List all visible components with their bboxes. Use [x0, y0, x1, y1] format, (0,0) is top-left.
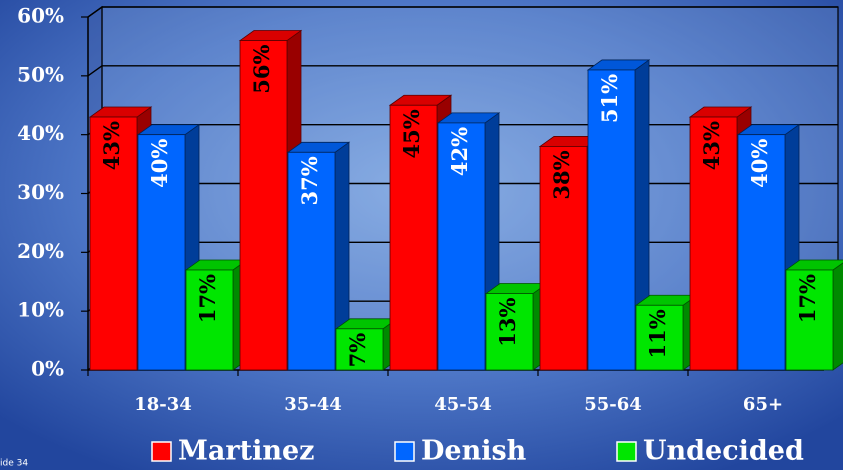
x-tick-label: 55-64 — [584, 394, 642, 415]
y-tick-label: 60% — [17, 4, 64, 28]
value-label: 37% — [297, 156, 322, 205]
bar-front — [137, 134, 186, 371]
value-label: 17% — [195, 274, 220, 323]
x-tick-label: 45-54 — [434, 394, 492, 415]
y-tick-label: 20% — [17, 239, 64, 263]
bar-front — [587, 69, 636, 371]
legend-swatch — [151, 441, 172, 462]
value-label: 45% — [399, 109, 424, 158]
value-label: 42% — [447, 127, 472, 176]
bar-front — [287, 151, 336, 371]
legend-swatch — [394, 441, 415, 462]
bar-front — [389, 104, 438, 371]
value-label: 11% — [645, 309, 670, 358]
legend-label: Denish — [421, 436, 527, 467]
bar-side — [832, 262, 843, 371]
bar-front — [485, 293, 534, 371]
value-label: 13% — [495, 297, 520, 346]
value-label: 17% — [795, 274, 820, 323]
value-label: 40% — [747, 139, 772, 188]
legend-swatch — [616, 441, 637, 462]
value-label: 51% — [597, 74, 622, 123]
bar-front — [785, 269, 834, 371]
bar-front — [737, 134, 786, 371]
bar-front — [635, 304, 684, 371]
bar — [586, 59, 651, 371]
value-label: 43% — [99, 121, 124, 170]
value-label: 43% — [699, 121, 724, 170]
value-label: 56% — [249, 44, 274, 93]
bar — [286, 141, 351, 371]
value-label: 7% — [345, 333, 370, 368]
bar-front — [185, 269, 234, 371]
value-label: 40% — [147, 139, 172, 188]
bar-front — [539, 146, 588, 371]
bar-front — [689, 116, 738, 371]
y-tick-label: 50% — [17, 62, 64, 86]
y-tick-label: 30% — [17, 180, 64, 204]
y-tick-label: 10% — [17, 298, 64, 322]
value-label: 38% — [549, 150, 574, 199]
y-tick-label: 0% — [31, 357, 64, 381]
grid-line — [87, 6, 838, 18]
x-tick-label: 65+ — [743, 394, 783, 415]
x-tick-label: 35-44 — [284, 394, 342, 415]
slide-number: ide 34 — [0, 459, 28, 469]
bar-front — [89, 116, 138, 371]
legend-label: Undecided — [643, 436, 804, 467]
legend-label: Martinez — [178, 436, 314, 467]
bar — [784, 259, 843, 371]
x-tick-label: 18-34 — [134, 394, 192, 415]
bar-front — [437, 122, 486, 371]
grid-line — [87, 65, 838, 77]
bar-front — [239, 40, 288, 371]
y-tick-label: 40% — [17, 121, 64, 145]
bar-front — [335, 328, 384, 371]
